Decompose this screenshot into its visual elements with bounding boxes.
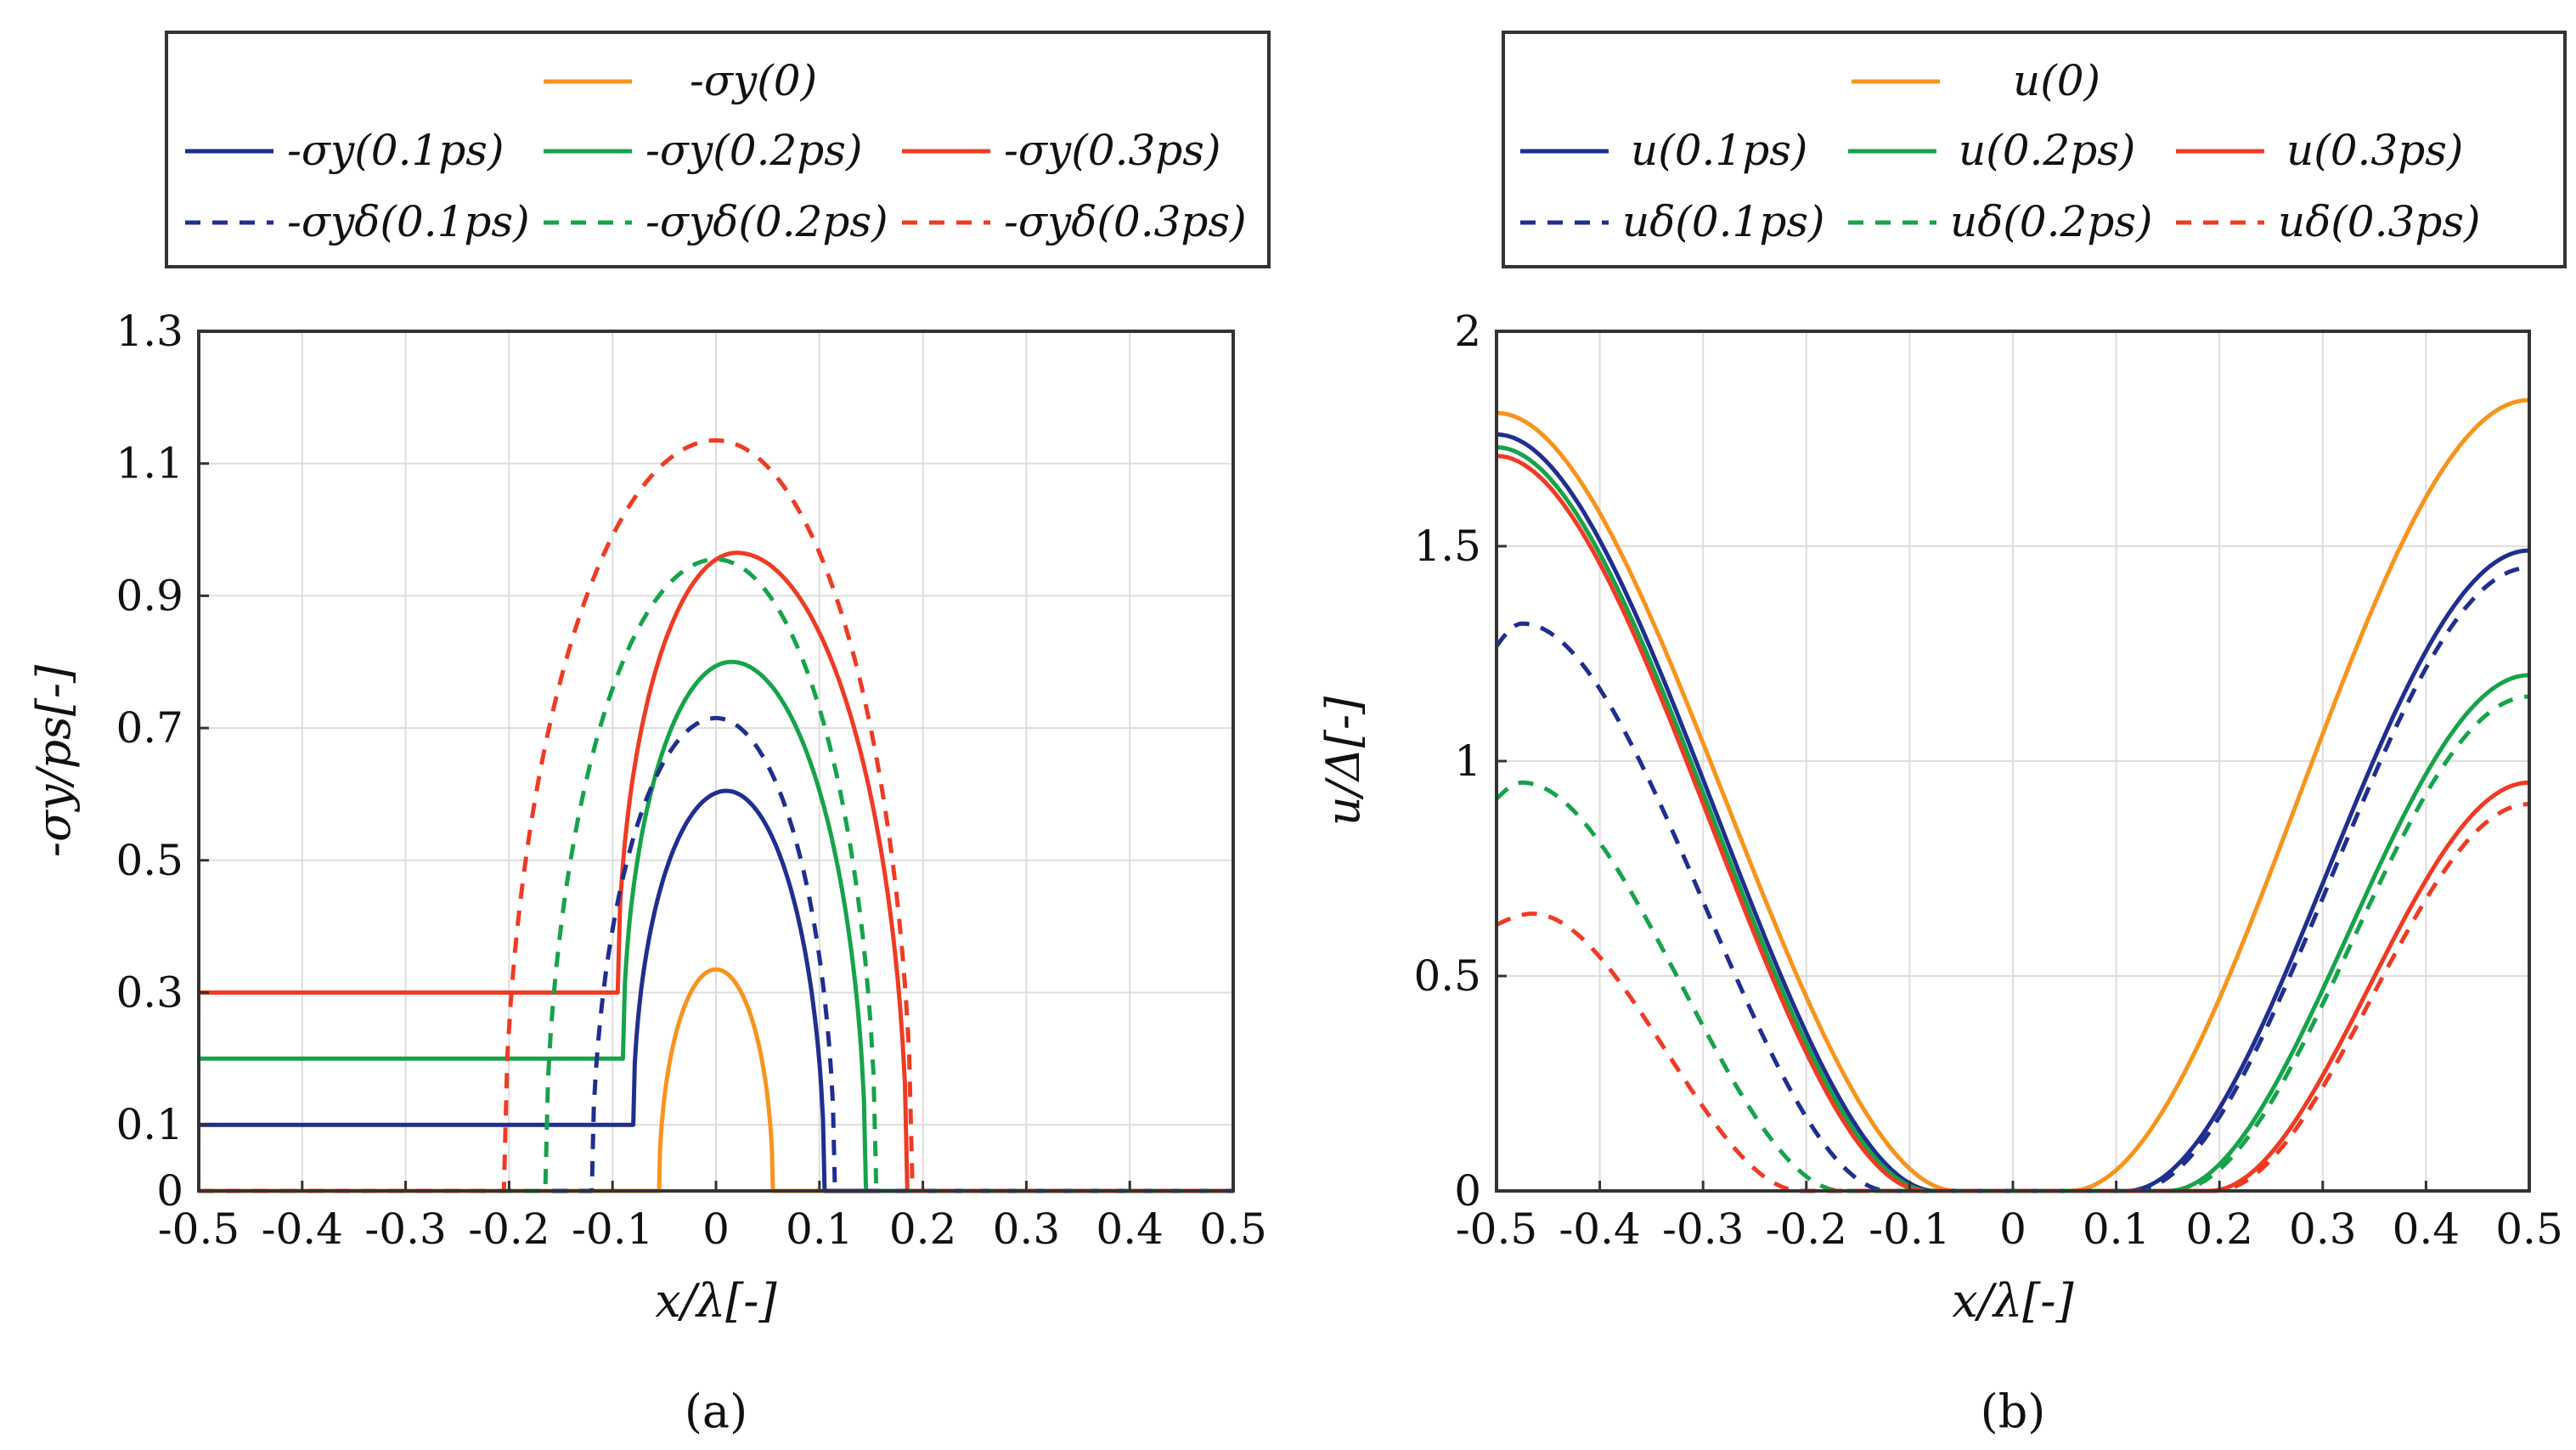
xtick-label-a-10: 0.5	[1199, 1205, 1267, 1254]
plot-area-a: -0.5 -0.4 -0.3 -0.2 -0.1 0 0.1 0.2 0.3 0.4 0.5 0 0.1…	[27, 307, 1267, 1438]
caption-a: (a)	[685, 1385, 747, 1438]
legend-label-a-5: -σyδ(0.2ps)	[645, 197, 888, 246]
series-a-6	[199, 438, 1233, 1193]
legend-b: u(0) u(0.1ps) u(0.2ps) u(0.3ps) uδ(0.1ps…	[1520, 56, 2481, 246]
legend-label-b-4: uδ(0.1ps)	[1622, 197, 1825, 246]
legend-label-b-6: uδ(0.3ps)	[2278, 197, 2481, 246]
xtick-label-a-5: 0	[702, 1205, 730, 1254]
legend-box-a	[165, 31, 1271, 268]
xtick-label-b-1: -0.4	[1559, 1205, 1640, 1254]
x-axis-label-b: x/λ[-]	[1952, 1274, 2074, 1328]
xtick-label-a-1: -0.4	[262, 1205, 343, 1254]
ytick-label-a-4: 0.7	[116, 703, 183, 753]
legend-label-a-3: -σy(0.3ps)	[1004, 126, 1220, 175]
x-axis-label-a: x/λ[-]	[655, 1274, 777, 1328]
xtick-label-b-2: -0.3	[1662, 1205, 1744, 1254]
xtick-label-a-0: -0.5	[158, 1205, 240, 1254]
panel-b: u(0) u(0.1ps) u(0.2ps) u(0.3ps) uδ(0.1ps…	[1316, 31, 2567, 1438]
panel-a: -σy(0) -σy(0.1ps) -σy(0.2ps) -σy(0.3ps) …	[27, 31, 1271, 1438]
xtick-label-b-8: 0.3	[2289, 1205, 2357, 1254]
ytick-label-b-3: 1.5	[1413, 522, 1481, 571]
xtick-label-a-6: 0.1	[786, 1205, 854, 1254]
xtick-label-a-7: 0.2	[889, 1205, 957, 1254]
caption-b: (b)	[1981, 1385, 2046, 1438]
legend-label-a-2: -σy(0.2ps)	[645, 126, 862, 175]
series-a-1	[199, 788, 1233, 1193]
xtick-label-a-8: 0.3	[993, 1205, 1061, 1254]
ytick-label-a-1: 0.1	[116, 1100, 183, 1149]
ytick-label-a-5: 0.9	[116, 571, 183, 620]
y-axis-label-b: u/Δ[-]	[1316, 696, 1370, 826]
ytick-label-a-0: 0	[156, 1166, 183, 1216]
series-b-5	[1495, 694, 2530, 1193]
xtick-label-b-6: 0.1	[2083, 1205, 2150, 1254]
series-a-2	[199, 659, 1233, 1193]
legend-label-b-1: u(0.1ps)	[1631, 126, 1807, 175]
ytick-label-a-2: 0.3	[116, 968, 183, 1017]
ytick-label-a-7: 1.3	[116, 307, 183, 356]
ytick-label-a-6: 1.1	[116, 439, 183, 488]
legend-box-b	[1502, 31, 2567, 268]
xtick-label-b-5: 0	[1999, 1205, 2026, 1254]
legend-label-a-0: -σy(0)	[690, 56, 817, 105]
xtick-label-b-3: -0.2	[1766, 1205, 1847, 1254]
ytick-label-a-3: 0.5	[116, 836, 183, 885]
y-axis-label-a: -σy/ps[-]	[27, 664, 81, 857]
legend-label-a-6: -σyδ(0.3ps)	[1004, 197, 1247, 246]
legend-label-b-0: u(0)	[2013, 56, 2100, 105]
xtick-label-b-9: 0.4	[2393, 1205, 2460, 1254]
ytick-label-b-2: 1	[1454, 736, 1481, 786]
series-a-0	[199, 967, 1233, 1193]
plot-area-b: -0.5 -0.4 -0.3 -0.2 -0.1 0 0.1 0.2 0.3 0.4 0.5 0 0.5…	[1316, 307, 2563, 1438]
series-b-4	[1494, 565, 2530, 1193]
series-a-4	[199, 715, 1233, 1193]
legend-label-b-3: u(0.3ps)	[2286, 126, 2463, 175]
series-a-3	[199, 550, 1233, 1193]
xtick-label-b-7: 0.2	[2185, 1205, 2253, 1254]
legend-label-b-2: u(0.2ps)	[1959, 126, 2135, 175]
xtick-label-b-0: -0.5	[1456, 1205, 1537, 1254]
legend-label-b-5: uδ(0.2ps)	[1950, 197, 2153, 246]
xtick-label-a-2: -0.3	[364, 1205, 446, 1254]
series-a-5	[199, 557, 1233, 1193]
xtick-label-b-4: -0.1	[1869, 1205, 1950, 1254]
series-b-6	[1495, 802, 2530, 1193]
ytick-label-b-1: 0.5	[1413, 951, 1481, 1001]
xtick-label-a-3: -0.2	[468, 1205, 550, 1254]
legend-label-a-1: -σy(0.1ps)	[287, 126, 504, 175]
ytick-label-b-0: 0	[1454, 1166, 1481, 1216]
xtick-label-a-9: 0.4	[1096, 1205, 1164, 1254]
xtick-label-b-10: 0.5	[2495, 1205, 2563, 1254]
legend-label-a-4: -σyδ(0.1ps)	[287, 197, 530, 246]
ytick-label-b-4: 2	[1454, 307, 1481, 356]
legend-a: -σy(0) -σy(0.1ps) -σy(0.2ps) -σy(0.3ps) …	[185, 56, 1247, 246]
xtick-label-a-4: -0.1	[572, 1205, 653, 1254]
